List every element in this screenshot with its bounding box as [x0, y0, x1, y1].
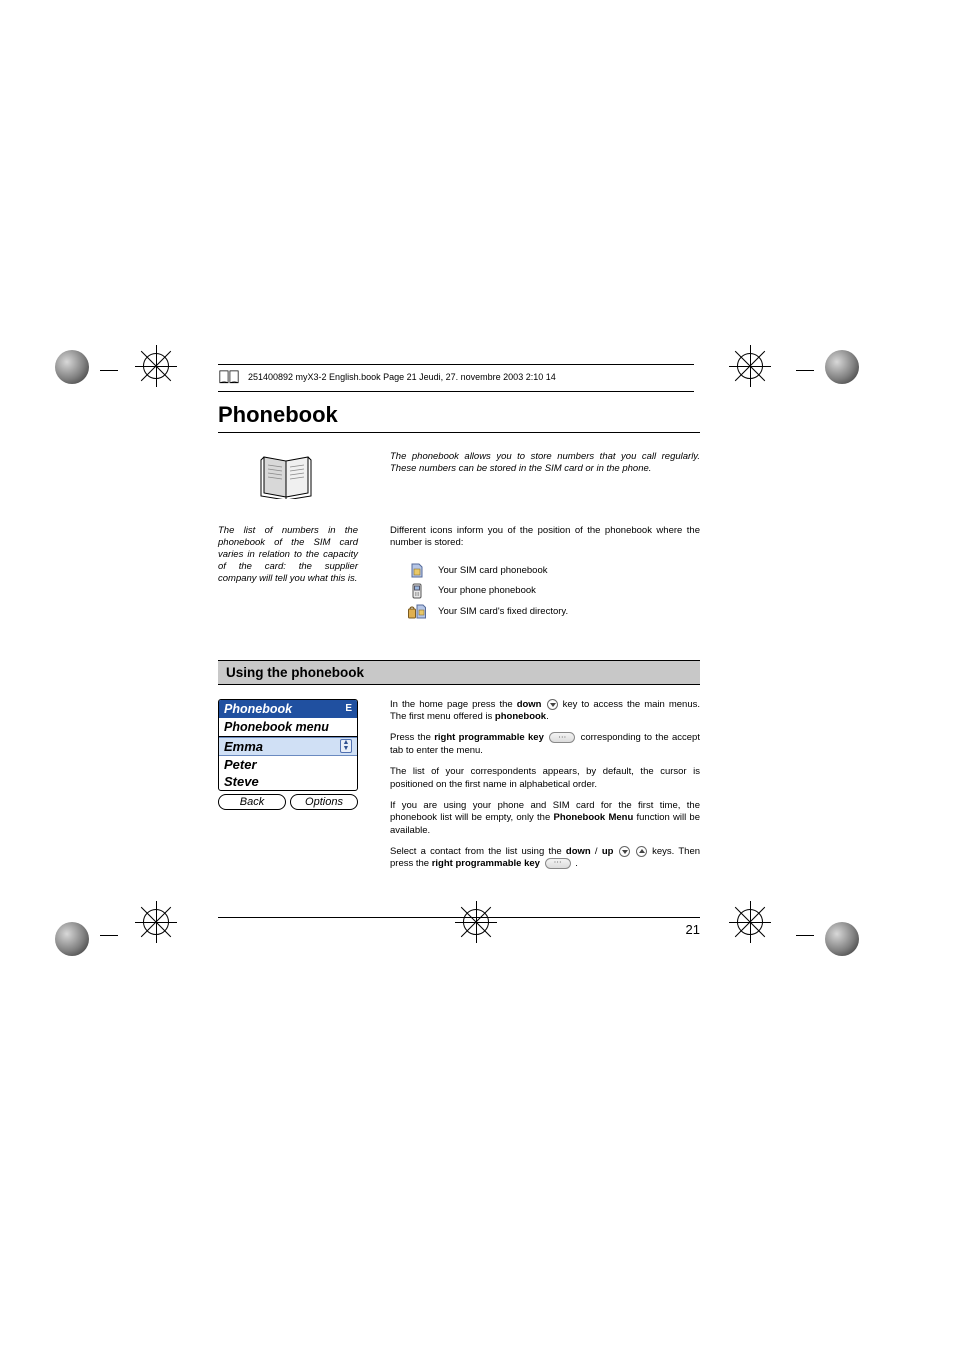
register-mark-bl: [135, 901, 185, 951]
list-item: Steve: [219, 773, 357, 790]
list-item: Peter: [219, 756, 357, 773]
crop-tick: [100, 370, 118, 371]
fixed-directory-icon: [408, 604, 426, 619]
crop-tick: [796, 370, 814, 371]
body-text-bold: down: [517, 699, 542, 710]
body-text-span: /: [591, 846, 602, 857]
phone-label: Your phone phonebook: [438, 585, 536, 596]
section-heading: Using the phonebook: [218, 660, 700, 685]
crop-sphere-tl: [55, 350, 89, 384]
body-text-span: .: [546, 711, 549, 722]
down-arrow-icon: [619, 846, 630, 857]
sim-card-icon: [408, 563, 426, 578]
register-mark-tr: [729, 345, 779, 395]
register-mark-br: [729, 901, 779, 951]
crop-sphere-br: [825, 922, 859, 956]
list-item-label: Steve: [224, 774, 259, 789]
body-text-span: Select a contact from the list using the: [390, 846, 566, 857]
header-caption-bar: 251400892 myX3-2 English.book Page 21 Je…: [218, 364, 694, 392]
body-text-bold: down: [566, 846, 591, 857]
body-text-span: Press the: [390, 732, 434, 743]
header-caption-text: 251400892 myX3-2 English.book Page 21 Je…: [248, 372, 556, 382]
softkey-left: Back: [218, 794, 286, 810]
crop-sphere-bl: [55, 922, 89, 956]
body-text-bold: Phonebook Menu: [553, 812, 633, 823]
sim-label: Your SIM card phonebook: [438, 565, 548, 576]
phonebook-illustration: [218, 451, 358, 499]
page-title: Phonebook: [218, 402, 700, 433]
screen-title: Phonebook: [224, 702, 292, 716]
phone-icon: [408, 583, 426, 599]
programmable-key-icon: [545, 858, 571, 869]
page-number: 21: [218, 917, 700, 937]
down-arrow-icon: [547, 699, 558, 710]
body-text-bold: up: [602, 846, 614, 857]
icons-intro: Different icons inform you of the positi…: [390, 525, 700, 549]
body-text-span: In the home page press the: [390, 699, 517, 710]
body-text: In the home page press the down key to a…: [390, 699, 700, 880]
scroll-indicator-icon: ▲▼: [340, 739, 352, 753]
body-text-bold: right programmable key: [432, 858, 540, 869]
softkey-right: Options: [290, 794, 358, 810]
crop-tick: [100, 935, 118, 936]
crop-sphere-tr: [825, 350, 859, 384]
up-arrow-icon: [636, 846, 647, 857]
book-mini-icon: [218, 369, 240, 385]
sidebar-note: The list of numbers in the phonebook of …: [218, 525, 358, 624]
body-text-bold: phonebook: [495, 711, 546, 722]
fixed-label: Your SIM card's fixed directory.: [438, 606, 568, 617]
programmable-key-icon: [549, 732, 575, 743]
phone-screen-mock: Phonebook E Phonebook menu Emma ▲▼ Peter…: [218, 699, 358, 880]
body-text-bold: right programmable key: [434, 732, 544, 743]
list-item-label: Peter: [224, 757, 257, 772]
intro-paragraph: The phonebook allows you to store number…: [390, 451, 700, 499]
body-text-paragraph: The list of your correspondents appears,…: [390, 766, 700, 791]
screen-menu-label: Phonebook menu: [219, 718, 357, 737]
crop-tick: [796, 935, 814, 936]
list-item: Emma ▲▼: [219, 737, 357, 756]
register-mark-tl: [135, 345, 185, 395]
list-item-label: Emma: [224, 739, 263, 754]
signal-indicator: E: [345, 703, 352, 714]
body-text-span: .: [573, 858, 578, 869]
page-content: Phonebook The phonebook allows you to st…: [218, 402, 700, 927]
